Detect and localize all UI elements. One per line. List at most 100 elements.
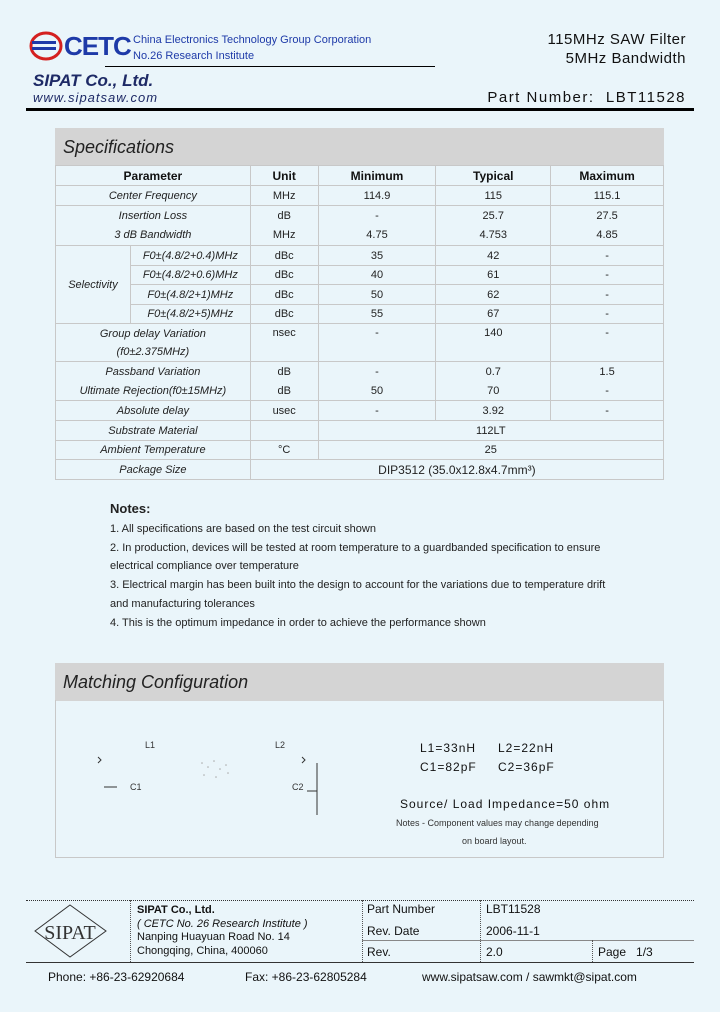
- table-row: Absolute delay usec -3.92-: [55, 400, 664, 421]
- cell: Insertion Loss: [55, 205, 251, 226]
- table-row: Substrate Material 112LT: [55, 420, 665, 441]
- cell: Group delay Variation (f0±2.375MHz): [55, 323, 251, 362]
- cell: 50: [317, 284, 437, 305]
- divider: [105, 66, 435, 67]
- cell: 115.1: [550, 185, 664, 206]
- cell: 40: [317, 265, 437, 285]
- table-row: Insertion Loss dB -25.7 27.5: [55, 205, 664, 226]
- cell: -: [317, 205, 437, 226]
- col-maximum: Maximum: [550, 165, 664, 186]
- cell: -: [317, 361, 437, 382]
- footer-rev-label: Rev.: [367, 945, 391, 959]
- cell-line: (f0±2.375MHz): [116, 345, 190, 358]
- table-row: F0±(4.8/2+1)MHz dBc 50 62-: [56, 284, 664, 305]
- note-item: 2. In production, devices will be tested…: [110, 541, 601, 554]
- cell: 27.5: [550, 205, 664, 226]
- website-link[interactable]: www.sipatsaw.com: [33, 90, 159, 105]
- cell: 140: [435, 323, 552, 362]
- c2-value: C2=36pF: [498, 760, 555, 774]
- table-row: Package Size DIP3512 (35.0x12.8x4.7mm³): [55, 459, 665, 480]
- matching-note: on board layout.: [462, 836, 527, 846]
- cell: 35: [317, 245, 437, 266]
- cell: dBc: [249, 245, 319, 266]
- cell: F0±(4.8/2+0.4)MHz: [129, 245, 251, 266]
- specifications-table: Parameter Unit Minimum Typical Maximum Cente…: [55, 165, 665, 480]
- part-number-value: LBT11528: [605, 89, 686, 106]
- divider: [592, 940, 593, 962]
- notes: Notes: 1. All specifications are based o…: [110, 500, 605, 633]
- cell: -: [550, 400, 664, 421]
- l1-label: L1: [145, 740, 156, 750]
- part-number-label: Part Number:: [487, 89, 595, 106]
- corp-name: China Electronics Technology Group Corpo…: [133, 32, 371, 64]
- footer-date-label: Rev. Date: [367, 924, 420, 938]
- table-row: Group delay Variation (f0±2.375MHz) nsec -1…: [55, 323, 664, 362]
- cell: dB: [249, 205, 319, 226]
- cell: 25: [317, 440, 665, 460]
- notes-title: Notes:: [110, 501, 151, 516]
- cell: -: [550, 381, 664, 401]
- footer-top-border: [26, 900, 694, 901]
- matching-heading: Matching Configuration: [55, 663, 664, 701]
- cell: -: [550, 323, 664, 362]
- cell: [249, 420, 319, 441]
- col-minimum: Minimum: [317, 165, 437, 186]
- cell: nsec: [249, 323, 319, 362]
- cell: 3 dB Bandwidth: [55, 225, 251, 246]
- cell: Center Frequency: [55, 185, 251, 206]
- footer-contact[interactable]: www.sipatsaw.com / sawmkt@sipat.com: [422, 970, 637, 984]
- divider: [362, 900, 363, 962]
- cell: 42: [435, 245, 552, 266]
- col-parameter: Parameter: [55, 165, 251, 186]
- cell: Substrate Material: [55, 420, 251, 441]
- cell: F0±(4.8/2+0.6)MHz: [129, 265, 251, 285]
- cetc-logo-text: CETC: [64, 31, 132, 61]
- cell: dB: [249, 381, 319, 401]
- cell: 115: [435, 185, 552, 206]
- note-item: 4. This is the optimum impedance in orde…: [110, 616, 486, 629]
- cell: dBc: [249, 265, 319, 285]
- footer-date: 2006-11-1: [486, 924, 540, 938]
- page-label: Page: [598, 945, 627, 959]
- table-row: Selectivity F0±(4.8/2+0.4)MHz dBc 35 42-: [55, 245, 664, 324]
- page-value: 1/3: [636, 945, 653, 959]
- cell: 62: [435, 284, 552, 305]
- table-row: 3 dB Bandwidth MHz 4.75 4.753 4.85: [55, 225, 664, 246]
- filter-dots: [201, 760, 229, 778]
- doc-title: 115MHz SAW Filter: [547, 31, 686, 48]
- cell: usec: [249, 400, 319, 421]
- table-header-row: Parameter Unit Minimum Typical Maximum: [55, 165, 664, 186]
- cell: Absolute delay: [55, 400, 251, 421]
- cell: -: [550, 284, 664, 305]
- cell: MHz: [249, 225, 319, 246]
- cell: 67: [435, 304, 552, 324]
- cell: 114.9: [317, 185, 437, 206]
- table-row: Passband Variation dB -0.7 1.5: [55, 361, 664, 382]
- footer-rev: 2.0: [486, 945, 503, 959]
- table-row: F0±(4.8/2+0.6)MHz dBc 40 61-: [56, 265, 664, 285]
- sipat-logo-icon: SIPAT: [34, 904, 107, 958]
- note-item: 1. All specifications are based on the t…: [110, 522, 376, 535]
- cell: DIP3512 (35.0x12.8x4.7mm³): [249, 459, 665, 480]
- specifications-heading: Specifications: [55, 128, 664, 166]
- cell: dB: [249, 361, 319, 382]
- cell: 50: [317, 381, 437, 401]
- cell: Ultimate Rejection(f0±15MHz): [55, 381, 251, 401]
- cell: 55: [317, 304, 437, 324]
- note-item: 3. Electrical margin has been built into…: [110, 579, 606, 592]
- col-unit: Unit: [249, 165, 319, 186]
- header-rule: [26, 108, 694, 111]
- footer-address1: Nanping Huayuan Road No. 14: [137, 931, 290, 943]
- cell: 4.753: [435, 225, 552, 246]
- c1-label: C1: [130, 782, 142, 792]
- divider: [130, 900, 131, 962]
- corp-line2: No.26 Research Institute: [133, 50, 255, 62]
- cell: MHz: [249, 185, 319, 206]
- footer-address2: Chongqing, China, 400060: [137, 944, 268, 957]
- table-row: Ultimate Rejection(f0±15MHz) dB 50 70-: [55, 381, 664, 401]
- cell: dBc: [249, 304, 319, 324]
- cell: 0.7: [435, 361, 552, 382]
- cell: -: [550, 265, 664, 285]
- cell: 61: [435, 265, 552, 285]
- c1-value: C1=82pF: [420, 760, 477, 774]
